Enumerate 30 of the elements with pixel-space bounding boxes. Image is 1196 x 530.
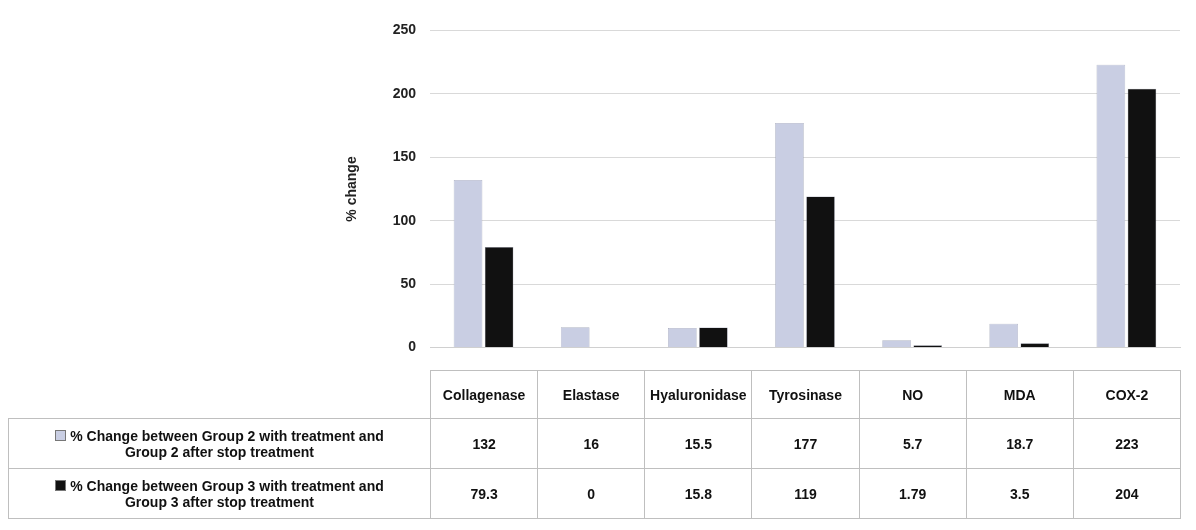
data-label: 3.5	[966, 468, 1074, 519]
y-tick-label: 0	[408, 338, 417, 355]
data-label: 223	[1073, 418, 1181, 469]
data-label: 132	[430, 418, 538, 469]
x-tick-label: MDA	[966, 370, 1074, 419]
data-label: 18.7	[966, 418, 1074, 469]
legend-label: % Change between Group 2 with treatment and Group 2 after stop treatment	[70, 427, 384, 460]
data-label: 15.5	[644, 418, 752, 469]
x-tick-label: Hyaluronidase	[644, 370, 752, 419]
y-tick-label: 250	[392, 21, 417, 38]
data-label: 1.79	[859, 468, 967, 519]
legend-label: % Change between Group 3 with treatment and Group 3 after stop treatment	[70, 477, 384, 510]
data-label: 5.7	[859, 418, 967, 469]
data-label: 0	[537, 468, 645, 519]
x-tick-label: NO	[859, 370, 967, 419]
x-tick-label: Collagenase	[430, 370, 538, 419]
data-label: 119	[751, 468, 860, 519]
data-label: 177	[751, 418, 860, 469]
y-tick-label: 50	[400, 275, 417, 292]
x-tick-label: COX-2	[1073, 370, 1181, 419]
y-tick-label: 100	[392, 211, 417, 228]
y-tick-label: 150	[392, 148, 417, 165]
y-axis-title: % change	[343, 156, 360, 222]
x-tick-label: Tyrosinase	[751, 370, 860, 419]
x-tick-label: Elastase	[537, 370, 645, 419]
data-label: 15.8	[644, 468, 752, 519]
y-tick-label: 200	[392, 84, 417, 101]
data-label: 79.3	[430, 468, 538, 519]
data-label: 16	[537, 418, 645, 469]
data-label: 204	[1073, 468, 1181, 519]
